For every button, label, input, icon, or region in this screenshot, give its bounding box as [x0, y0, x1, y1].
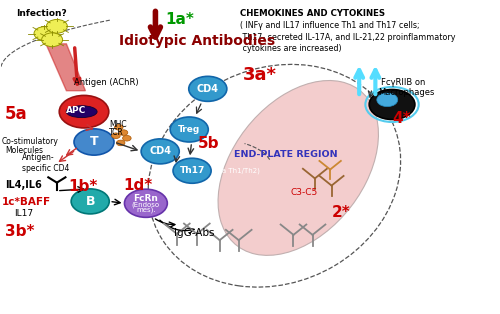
Text: C3-C5: C3-C5 — [291, 188, 318, 198]
Text: (Endoso: (Endoso — [132, 201, 160, 208]
Circle shape — [173, 158, 211, 183]
Text: cytokines are increased): cytokines are increased) — [240, 44, 342, 53]
Text: 1b*: 1b* — [68, 179, 98, 194]
Text: 3a*: 3a* — [242, 66, 276, 84]
Circle shape — [116, 140, 125, 146]
Text: ( INFγ and IL17 influence Th1 and Th17 cells;: ( INFγ and IL17 influence Th1 and Th17 c… — [240, 21, 420, 30]
Text: Antigen (AChR): Antigen (AChR) — [74, 78, 139, 87]
Circle shape — [369, 89, 415, 120]
Circle shape — [377, 93, 398, 107]
Ellipse shape — [218, 80, 378, 255]
Circle shape — [124, 189, 168, 217]
Circle shape — [74, 129, 114, 155]
Text: END-PLATE REGION: END-PLATE REGION — [234, 150, 337, 159]
Circle shape — [34, 27, 55, 41]
Text: Treg: Treg — [178, 125, 201, 134]
Text: 5a: 5a — [4, 106, 27, 123]
Text: 1c*BAFF: 1c*BAFF — [2, 197, 51, 207]
Text: 1d*: 1d* — [124, 178, 153, 193]
Ellipse shape — [66, 106, 97, 118]
Text: 2*: 2* — [332, 205, 350, 220]
Text: Molecules: Molecules — [6, 146, 44, 155]
Text: IL17: IL17 — [14, 208, 33, 218]
Text: Antigen-
specific CD4: Antigen- specific CD4 — [22, 153, 70, 173]
Circle shape — [42, 33, 62, 47]
Text: Macrophages: Macrophages — [378, 88, 434, 97]
Text: MHC: MHC — [109, 120, 127, 129]
Circle shape — [122, 135, 131, 141]
Text: Idiotypic Antibodies: Idiotypic Antibodies — [119, 34, 275, 47]
Text: Infection?: Infection? — [16, 8, 67, 18]
Circle shape — [119, 130, 128, 135]
Text: B: B — [86, 195, 95, 208]
Circle shape — [188, 76, 227, 101]
Text: APC: APC — [66, 106, 86, 115]
Text: FcRn: FcRn — [134, 194, 158, 203]
Text: (via Th1/Th2): (via Th1/Th2) — [212, 167, 260, 174]
Circle shape — [114, 124, 123, 130]
Text: IL4,IL6: IL4,IL6 — [6, 180, 42, 190]
Text: FcγRIIB on: FcγRIIB on — [380, 78, 425, 87]
Text: Co-stimulatory: Co-stimulatory — [2, 137, 59, 146]
Text: mes).: mes). — [136, 206, 156, 213]
Text: 5b: 5b — [198, 136, 220, 151]
Text: TCR: TCR — [109, 128, 124, 137]
Text: CD4: CD4 — [197, 84, 219, 94]
Text: IgG-Abs: IgG-Abs — [174, 228, 215, 238]
Text: 3b*: 3b* — [4, 224, 34, 239]
Circle shape — [170, 117, 208, 142]
Text: T: T — [90, 136, 98, 149]
Text: CHEMOKINES AND CYTOKINES: CHEMOKINES AND CYTOKINES — [240, 8, 385, 18]
Text: Th17- secreted IL-17A, and IL-21,22 proinflammatory: Th17- secreted IL-17A, and IL-21,22 proi… — [240, 33, 455, 41]
Text: 1a*: 1a* — [165, 12, 194, 27]
Circle shape — [141, 139, 179, 164]
Circle shape — [71, 189, 109, 214]
Text: 4*: 4* — [392, 111, 410, 126]
Polygon shape — [46, 44, 86, 91]
Circle shape — [46, 19, 68, 33]
Circle shape — [112, 133, 120, 138]
Text: Th17: Th17 — [180, 166, 205, 175]
Text: CD4: CD4 — [149, 146, 171, 156]
Circle shape — [60, 95, 109, 128]
